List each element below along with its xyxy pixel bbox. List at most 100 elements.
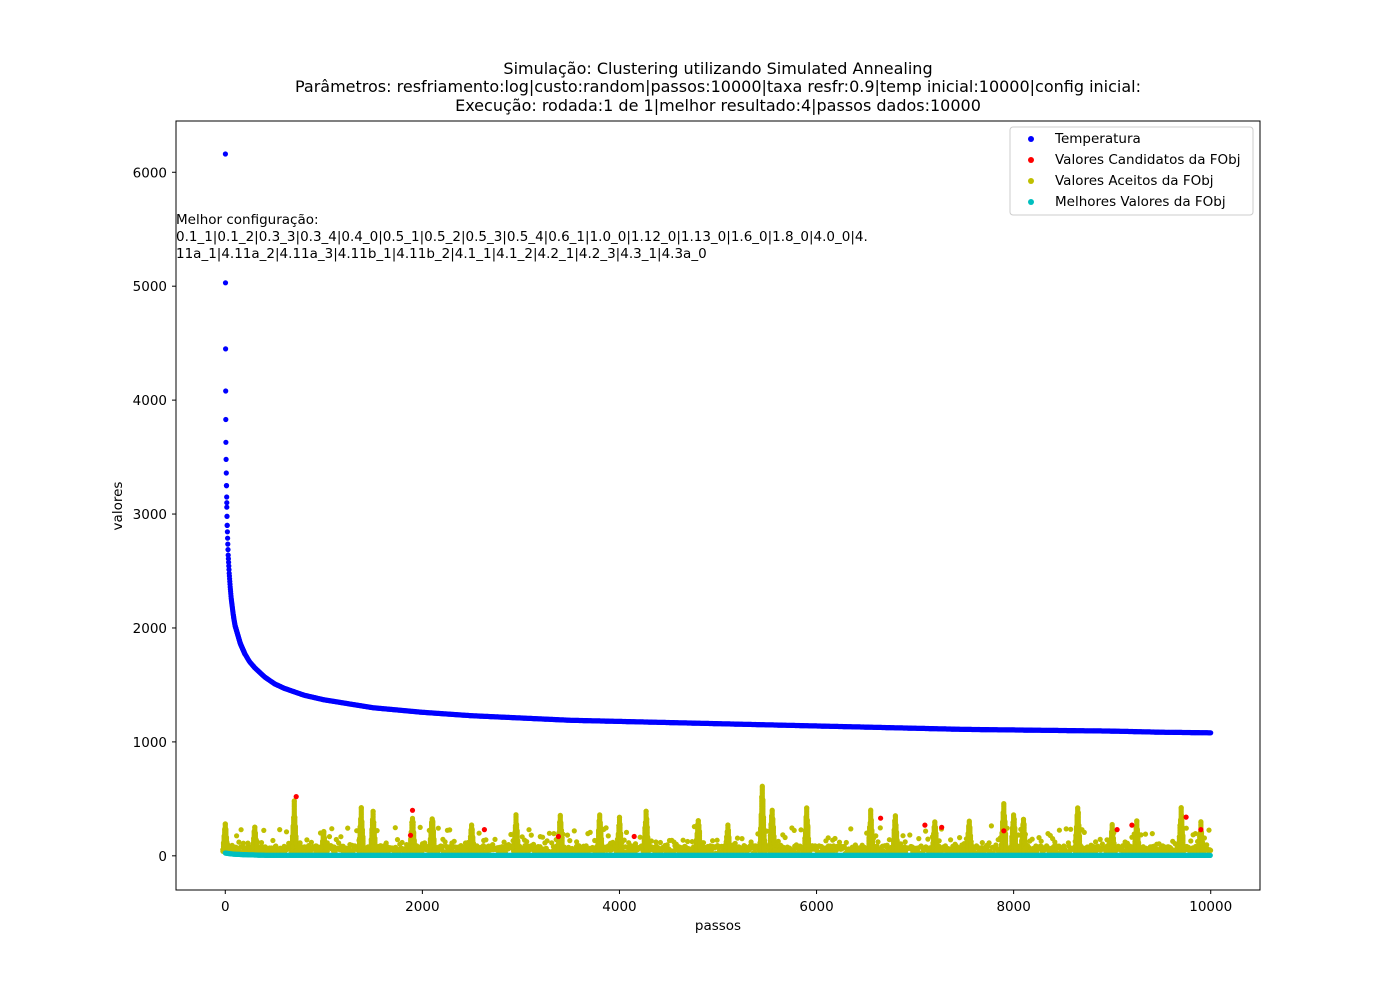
title-line-3: Execução: rodada:1 de 1|melhor resultado…	[455, 96, 981, 115]
aceitos-point	[514, 828, 520, 834]
aceitos-point	[1043, 845, 1049, 851]
aceitos-point	[1054, 843, 1060, 849]
aceitos-point	[361, 844, 367, 850]
aceitos-point	[546, 830, 553, 836]
aceitos-point	[804, 805, 810, 811]
aceitos-point	[224, 839, 230, 846]
aceitos-point	[932, 824, 939, 830]
aceitos-point	[1099, 841, 1105, 847]
aceitos-point	[884, 842, 890, 848]
aceitos-point	[1013, 845, 1019, 851]
aceitos-point	[933, 830, 939, 836]
aceitos-point	[725, 822, 731, 828]
aceitos-point	[1109, 821, 1115, 828]
aceitos-point	[323, 843, 329, 850]
aceitos-point	[761, 827, 767, 833]
aceitos-point	[986, 840, 992, 846]
aceitos-point	[748, 839, 754, 845]
aceitos-point	[254, 841, 260, 847]
aceitos-point	[746, 845, 752, 852]
aceitos-point	[598, 836, 605, 842]
aceitos-point	[223, 834, 230, 841]
aceitos-point	[771, 833, 777, 839]
aceitos-point	[1075, 805, 1081, 811]
aceitos-point	[1029, 836, 1035, 842]
aceitos-point	[948, 837, 954, 843]
aceitos-point	[499, 844, 505, 850]
aceitos-point	[1034, 844, 1040, 850]
aceitos-point	[336, 840, 342, 846]
aceitos-point	[957, 835, 963, 841]
aceitos-point	[252, 830, 258, 836]
aceitos-point	[359, 818, 365, 825]
aceitos-point	[351, 843, 358, 849]
aceitos-point	[292, 823, 298, 830]
series-aceitos	[220, 783, 1214, 857]
aceitos-point	[727, 847, 733, 854]
aceitos-point	[1111, 840, 1117, 846]
aceitos-point	[914, 845, 920, 851]
aceitos-point	[696, 828, 703, 835]
aceitos-point	[778, 842, 784, 848]
aceitos-point	[551, 831, 557, 837]
aceitos-point	[277, 827, 283, 833]
aceitos-point	[804, 817, 810, 823]
aceitos-point	[274, 846, 280, 852]
aceitos-point	[1134, 826, 1140, 832]
aceitos-point	[1063, 826, 1069, 832]
aceitos-point	[877, 825, 883, 831]
aceitos-point	[567, 838, 573, 844]
aceitos-point	[645, 834, 651, 841]
aceitos-point	[892, 813, 899, 819]
aceitos-point	[1081, 829, 1087, 836]
aceitos-point	[432, 844, 438, 851]
aceitos-point	[875, 839, 881, 845]
aceitos-point	[710, 838, 716, 844]
aceitos-point	[442, 839, 448, 845]
aceitos-point	[1135, 832, 1141, 838]
aceitos-point	[1076, 822, 1082, 828]
aceitos-point	[1095, 843, 1101, 849]
aceitos-point	[760, 814, 767, 820]
aceitos-point	[381, 846, 387, 852]
aceitos-point	[714, 837, 720, 843]
aceitos-point	[770, 824, 777, 830]
title-line-2: Parâmetros: resfriamento:log|custo:rando…	[295, 77, 1141, 96]
aceitos-point	[1021, 821, 1027, 827]
aceitos-point	[843, 839, 849, 846]
aceitos-point	[447, 827, 453, 833]
aceitos-point	[302, 844, 308, 850]
aceitos-point	[460, 844, 466, 850]
aceitos-point	[222, 821, 228, 827]
aceitos-point	[832, 835, 838, 842]
aceitos-point	[1111, 847, 1118, 853]
aceitos-point	[869, 827, 875, 834]
aceitos-point	[329, 826, 335, 832]
aceitos-point	[697, 838, 703, 845]
aceitos-point	[869, 836, 876, 842]
aceitos-point	[478, 845, 484, 851]
aceitos-point	[245, 840, 251, 846]
aceitos-point	[623, 829, 630, 836]
aceitos-point	[253, 836, 259, 842]
aceitos-point	[451, 838, 457, 844]
aceitos-point	[707, 843, 713, 849]
aceitos-point	[1110, 835, 1116, 842]
aceitos-point	[371, 828, 377, 834]
aceitos-point	[1056, 827, 1062, 833]
aceitos-point	[1012, 834, 1019, 840]
aceitos-point	[435, 825, 441, 831]
aceitos-point	[1001, 813, 1008, 819]
aceitos-point	[410, 819, 416, 825]
aceitos-point	[1065, 840, 1071, 846]
aceitos-point	[470, 840, 476, 846]
aceitos-point	[599, 844, 605, 850]
aceitos-point	[524, 839, 530, 845]
aceitos-point	[1076, 833, 1083, 839]
aceitos-point	[471, 847, 477, 853]
aceitos-point	[821, 845, 827, 851]
aceitos-point	[698, 845, 704, 851]
aceitos-point	[240, 840, 246, 846]
aceitos-point	[1038, 838, 1044, 844]
